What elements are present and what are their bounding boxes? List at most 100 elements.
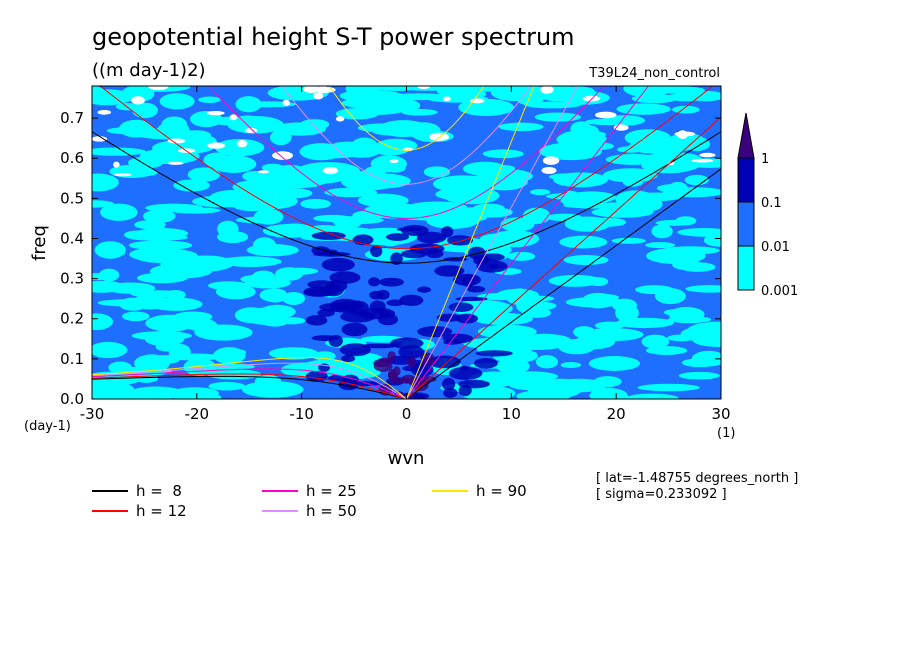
dispersion-curve-h50-kelvin [406, 86, 579, 399]
y-tick-label: 0.0 [60, 390, 84, 408]
field-cell [407, 201, 468, 213]
field-cell [92, 313, 114, 331]
field-cell [436, 313, 461, 322]
field-cell [522, 207, 551, 224]
field-cell [273, 122, 326, 136]
field-cell [218, 256, 282, 267]
colorbar-extend-arrow [737, 112, 755, 159]
field-cell [637, 383, 700, 392]
field-cell [370, 245, 383, 258]
field-cell [92, 341, 128, 359]
dispersion-curve-h12-ig [99, 86, 714, 250]
field-cell [377, 313, 399, 326]
field-cell [282, 99, 290, 106]
field-cell [387, 351, 396, 361]
field-cell [311, 231, 346, 240]
field-cell [235, 96, 262, 113]
x-tick-label: -10 [289, 405, 314, 423]
field-cell [339, 343, 371, 357]
legend-label: h = 50 [306, 502, 357, 520]
field-cell [542, 378, 578, 390]
field-cell [487, 263, 500, 268]
field-cell [136, 272, 188, 284]
field-cell [227, 115, 284, 134]
field-cell [386, 299, 405, 307]
dispersion-curve-h25-kelvin [406, 86, 650, 399]
dispersion-curve-h50-rossby [92, 362, 407, 399]
field-cell [668, 306, 705, 323]
field-cell [98, 268, 120, 282]
field-cell [262, 223, 319, 238]
field-cell [279, 317, 306, 325]
field-cell [390, 337, 424, 349]
field-cell [282, 292, 305, 306]
field-cell [584, 118, 634, 126]
field-cell [553, 172, 608, 188]
field-cell [160, 257, 204, 272]
field-cell [356, 101, 407, 115]
field-cell [481, 253, 505, 261]
y-tick-label: 0.7 [60, 109, 84, 127]
field-cell [443, 339, 462, 345]
field-cell [428, 132, 449, 141]
field-cell [417, 326, 453, 338]
field-cell [593, 376, 622, 388]
field-cell [300, 198, 332, 209]
field-cell [443, 187, 500, 205]
field-cell [187, 167, 221, 182]
field-cell [214, 139, 265, 157]
legend-label: h = 8 [136, 482, 182, 500]
x-axis-label: wvn [388, 448, 425, 469]
field-cell [455, 296, 488, 302]
field-cell [402, 365, 427, 372]
field-cell [389, 159, 399, 164]
field-cell [654, 288, 686, 305]
field-cell [260, 313, 290, 327]
dispersion-curves [92, 86, 721, 399]
x-tick-label: -30 [80, 405, 105, 423]
field-cell [417, 86, 431, 89]
field-cell [412, 393, 425, 399]
field-cell [368, 277, 380, 287]
field-cell [344, 300, 369, 315]
field-cell [131, 96, 145, 105]
field-cell [645, 346, 688, 355]
field-cell [667, 334, 696, 342]
field-cell [615, 190, 655, 208]
field-cell [473, 357, 498, 369]
field-cell [678, 371, 720, 380]
chart-title: geopotential height S-T power spectrum [92, 23, 575, 51]
field-cell [203, 152, 230, 168]
field-cell [362, 166, 386, 182]
field-cell [313, 92, 324, 100]
field-cell [594, 218, 619, 226]
legend: h = 8 h = 12 h = 25 h = 50 h = 90 [92, 482, 527, 520]
field-cell [565, 296, 624, 308]
field-cell [662, 187, 721, 198]
field-cell [570, 121, 592, 137]
dispersion-curve-h50-ig [281, 86, 532, 185]
field-cell [672, 105, 700, 114]
field-cell [236, 140, 248, 148]
field-cell [92, 173, 119, 192]
colorbar-label: 0.01 [761, 240, 790, 255]
colorbar-label: 0.1 [761, 196, 782, 211]
field-cell [611, 237, 646, 244]
colorbar-segment [737, 157, 755, 203]
field-cell [522, 307, 552, 318]
field-cell [468, 246, 486, 260]
field-cell [616, 103, 671, 115]
field-cell [627, 140, 691, 154]
field-cell [105, 282, 156, 294]
field-cell [407, 356, 416, 368]
field-cell [143, 209, 176, 223]
field-cell [131, 331, 192, 341]
x-tick-label: 20 [607, 405, 626, 423]
x-tick-label: 10 [502, 405, 521, 423]
field-cell [594, 111, 617, 119]
field-cell [321, 257, 355, 272]
field-cell [128, 240, 193, 251]
field-cell [498, 122, 544, 132]
field-cell [252, 237, 277, 254]
field-cell [442, 96, 451, 102]
